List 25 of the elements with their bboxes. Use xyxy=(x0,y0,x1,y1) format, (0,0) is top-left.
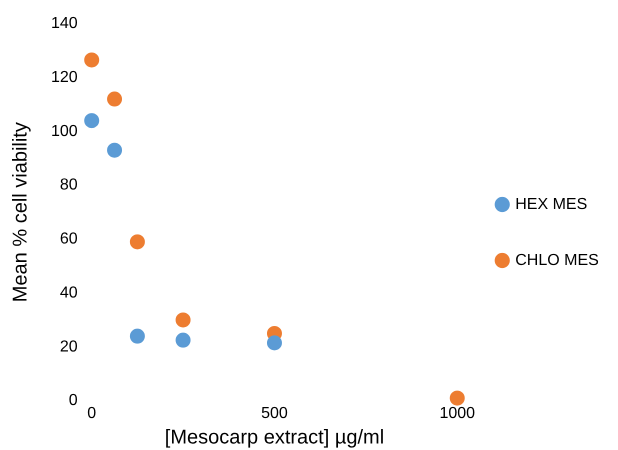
point xyxy=(450,390,465,406)
y-tick-label: 40 xyxy=(60,284,78,302)
y-tick-label: 120 xyxy=(50,68,78,86)
y-tick-label: 140 xyxy=(50,15,78,32)
x-tick-label: 500 xyxy=(261,404,288,422)
point xyxy=(84,113,100,128)
y-tick-label: 100 xyxy=(50,122,78,140)
x-axis-title: [Mesocarp extract] µg/ml xyxy=(164,426,384,449)
x-tick-label: 0 xyxy=(87,404,96,422)
point xyxy=(266,335,282,350)
point xyxy=(84,52,100,68)
point xyxy=(107,142,122,158)
point xyxy=(130,234,145,250)
x-tick-label: 1000 xyxy=(439,404,476,422)
legend-label: HEX MES xyxy=(515,196,588,213)
y-axis-title: Mean % cell viability xyxy=(10,122,32,302)
point xyxy=(176,332,191,348)
legend-label: CHLO MES xyxy=(515,252,599,269)
y-tick-label: 0 xyxy=(68,392,78,410)
point xyxy=(107,92,122,107)
y-tick-label: 60 xyxy=(60,230,78,248)
y-tick-label: 80 xyxy=(60,176,78,194)
point xyxy=(130,328,145,344)
point xyxy=(176,312,191,328)
y-tick-label: 20 xyxy=(60,338,78,356)
